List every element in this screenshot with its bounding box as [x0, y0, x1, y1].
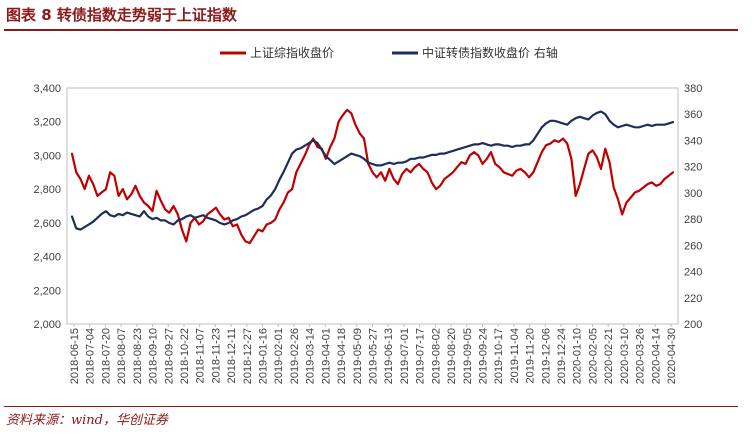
x-tick-label: 2019-07-17 [415, 328, 427, 384]
legend-label: 上证综指收盘价 [250, 45, 334, 60]
x-tick-label: 2019-08-02 [430, 328, 442, 384]
source-note: 资料来源：wind，华创证券 [6, 413, 168, 428]
right-tick-label: 300 [684, 188, 702, 200]
right-tick-label: 360 [684, 109, 702, 121]
x-tick-label: 2019-04-18 [336, 328, 348, 384]
x-axis: 2018-06-15 2018-07-04 2018-07-20 2018-08-07… [69, 324, 678, 384]
left-tick-label: 2,400 [33, 252, 61, 264]
series-layer [70, 108, 675, 245]
x-tick-label: 2020-03-10 [619, 328, 631, 384]
figure-title: 图表 8 转债指数走势弱于上证指数 [6, 6, 237, 24]
left-tick-label: 3,000 [33, 150, 61, 162]
x-tick-label: 2019-01-16 [258, 328, 270, 384]
right-tick-label: 340 [684, 135, 702, 147]
line-chart: 上证综指收盘价 中证转债指数收盘价 右轴 3,400 3,200 3,000 2,800… [33, 45, 702, 384]
x-tick-label: 2018-10-22 [179, 328, 191, 384]
x-tick-label: 2018-12-11 [226, 328, 238, 383]
legend-label: 中证转债指数收盘价 右轴 [422, 45, 558, 60]
series-line-convertible-bond-index [70, 110, 675, 231]
left-tick-label: 3,200 [33, 117, 61, 129]
x-tick-label: 2018-08-07 [116, 328, 128, 384]
x-tick-label: 2019-11-20 [525, 328, 537, 383]
left-tick-label: 3,400 [33, 83, 61, 95]
x-tick-label: 2018-12-27 [242, 328, 254, 384]
right-tick-label: 280 [684, 214, 702, 226]
plot-border [66, 87, 679, 325]
right-tick-label: 380 [684, 83, 702, 95]
x-tick-label: 2018-08-23 [132, 328, 144, 384]
x-tick-label: 2018-07-04 [85, 328, 97, 384]
x-tick-label: 2019-08-20 [446, 328, 458, 384]
x-tick-label: 2020-01-10 [572, 328, 584, 384]
x-tick-label: 2019-09-05 [462, 328, 474, 384]
right-tick-label: 220 [684, 293, 702, 305]
x-tick-label: 2018-09-27 [163, 328, 175, 384]
x-tick-label: 2019-05-09 [352, 328, 364, 384]
x-tick-label: 2019-10-17 [493, 328, 505, 384]
left-y-axis: 3,400 3,200 3,000 2,800 2,600 2,400 2,200 2,000 [33, 83, 61, 331]
x-tick-label: 2018-06-15 [69, 328, 81, 384]
left-tick-label: 2,200 [33, 285, 61, 297]
x-tick-label: 2020-02-05 [587, 328, 599, 384]
x-tick-label: 2020-04-30 [666, 328, 678, 384]
x-tick-label: 2019-06-13 [383, 328, 395, 384]
x-tick-label: 2019-11-04 [509, 328, 521, 383]
x-tick-label: 2019-09-24 [477, 328, 489, 384]
x-tick-label: 2019-02-26 [289, 328, 301, 384]
title-rule [4, 29, 738, 31]
x-tick-label: 2020-03-26 [635, 328, 647, 384]
left-tick-label: 2,600 [33, 218, 61, 230]
series-line-shanghai-composite [70, 108, 675, 245]
right-tick-label: 260 [684, 240, 702, 252]
x-tick-label: 2019-05-27 [368, 328, 380, 384]
right-tick-label: 240 [684, 267, 702, 279]
x-tick-label: 2019-07-01 [399, 328, 411, 384]
right-tick-label: 200 [684, 319, 702, 331]
x-tick-label: 2020-04-14 [650, 328, 662, 384]
left-tick-label: 2,000 [33, 319, 61, 331]
x-tick-label: 2019-12-06 [540, 328, 552, 384]
x-tick-label: 2018-11-23 [210, 328, 222, 383]
footer-rule [4, 406, 738, 407]
x-tick-label: 2018-07-20 [100, 328, 112, 384]
x-tick-label: 2018-09-10 [148, 328, 160, 384]
left-tick-label: 2,800 [33, 184, 61, 196]
chart-legend: 上证综指收盘价 中证转债指数收盘价 右轴 [220, 45, 558, 60]
x-tick-label: 2019-03-14 [305, 328, 317, 384]
x-tick-label: 2019-12-24 [556, 328, 568, 384]
x-tick-label: 2019-04-01 [320, 328, 332, 384]
x-tick-label: 2019-02-01 [273, 328, 285, 384]
x-tick-label: 2020-02-21 [603, 328, 615, 384]
right-y-axis: 380 360 340 320 300 280 260 240 220 200 [684, 83, 702, 331]
right-tick-label: 320 [684, 162, 702, 174]
plot-frame [66, 87, 679, 325]
x-tick-label: 2018-11-07 [195, 328, 207, 383]
